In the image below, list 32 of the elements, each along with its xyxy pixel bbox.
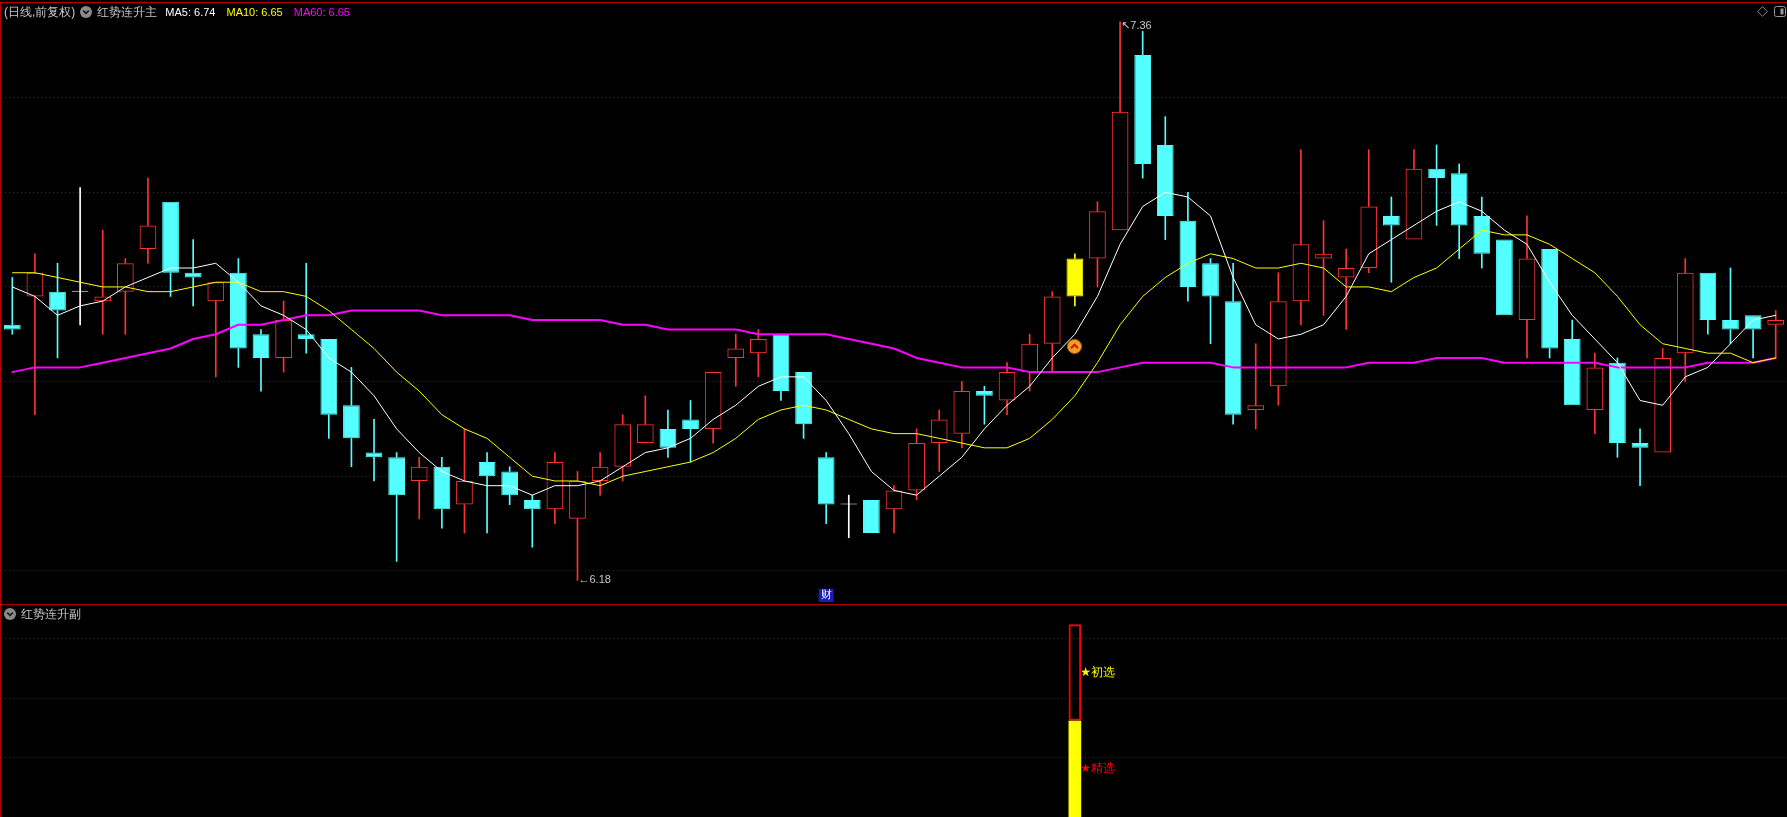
candlestick (3, 277, 21, 335)
candlestick (863, 499, 880, 534)
candlestick (320, 338, 338, 439)
candlestick (1224, 262, 1242, 425)
candlestick (501, 466, 519, 505)
text: MA10: 6.65 (226, 5, 283, 19)
candlestick (433, 456, 451, 529)
candlestick (772, 334, 790, 401)
text: MA60: 6.65 (293, 5, 350, 19)
chart-title: (日线,前复权) (4, 5, 76, 19)
chart-subtitle: 红势连升主 (97, 5, 158, 19)
candlestick (817, 452, 835, 524)
annotation: ★精选 (1080, 761, 1115, 776)
candlestick (1450, 163, 1468, 259)
candlestick (1134, 31, 1152, 179)
candlestick (252, 329, 270, 392)
candlestick (1563, 319, 1581, 406)
chart-title: 红势连升副 (21, 607, 81, 621)
candlestick (1496, 239, 1513, 316)
candlestick (1699, 272, 1717, 335)
candlestick (1066, 253, 1084, 307)
x-tick-label: 财 (820, 588, 832, 601)
annotation: ↖7.36 (1121, 19, 1152, 32)
text: MA5: 6.74 (165, 5, 216, 19)
candlestick (1631, 428, 1649, 487)
candlestick (297, 262, 315, 354)
candlestick (1156, 116, 1174, 240)
candlestick (1473, 196, 1491, 269)
candlestick (478, 452, 496, 534)
annotation: ←6.18 (578, 573, 611, 586)
candlestick (1179, 191, 1197, 302)
annotation: ★初选 (1080, 664, 1115, 679)
